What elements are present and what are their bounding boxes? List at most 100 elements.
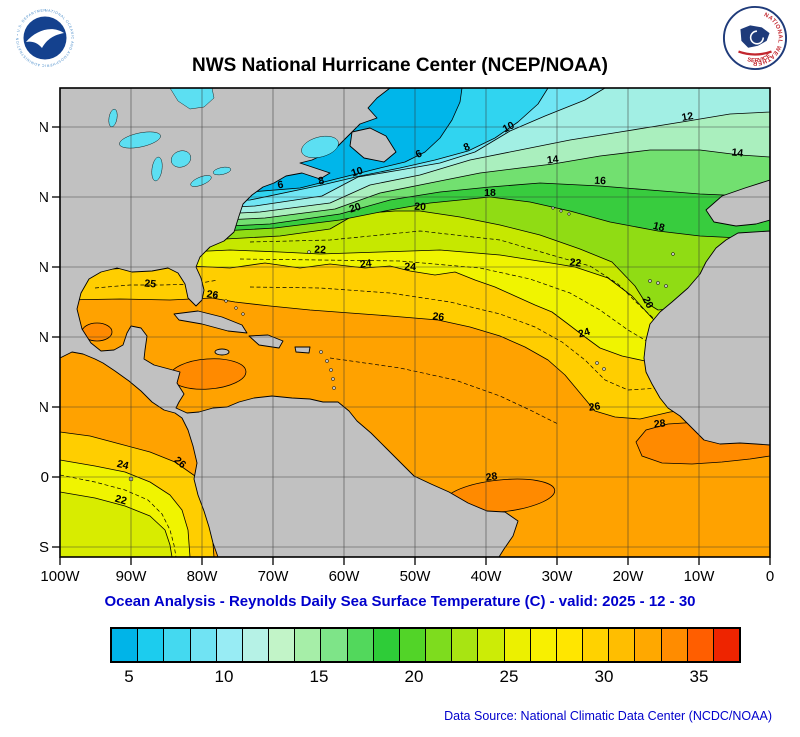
- nws-ring-text-bottom: SERVICE: [747, 53, 773, 64]
- contour-label: 20: [414, 201, 426, 213]
- lat-label: 0: [41, 469, 49, 486]
- lon-label: 60W: [329, 568, 361, 585]
- lakes: [108, 88, 339, 187]
- colorbar-segment: [295, 629, 322, 661]
- colorbar-tick-label: 5: [124, 667, 134, 686]
- gulf-of-st-lawrence: [301, 135, 339, 159]
- latitude-axis: 50N 40N 30N 20N 10N 0 10S: [40, 119, 49, 556]
- contour-label: 10: [350, 165, 365, 180]
- temperature-colorbar: [110, 627, 741, 663]
- colorbar-labels: 5 10 15 20 25 30 35: [110, 667, 737, 693]
- colorbar-segment: [321, 629, 348, 661]
- lat-label: 20N: [40, 329, 49, 346]
- lon-label: 0: [766, 568, 774, 585]
- lon-label: 40W: [471, 568, 503, 585]
- lon-label: 20W: [613, 568, 645, 585]
- contour-label: 18: [484, 187, 496, 199]
- contour-label: 24: [116, 458, 130, 473]
- contour-label: 20: [640, 295, 656, 311]
- colorbar-segment: [269, 629, 296, 661]
- colorbar-segment: [661, 629, 688, 661]
- lon-label: 80W: [187, 568, 219, 585]
- colorbar-tick-label: 30: [594, 667, 614, 686]
- contour-label: 8: [462, 141, 472, 154]
- lon-label: 70W: [258, 568, 290, 585]
- colorbar-segment: [164, 629, 191, 661]
- pacific-cold-tongue: [60, 431, 215, 557]
- hurricane-swirl-icon: [749, 30, 765, 45]
- contour-label: 6: [414, 148, 424, 161]
- landmass: [60, 88, 770, 557]
- contour-label: 26: [588, 400, 601, 414]
- africa-land: [643, 230, 770, 446]
- colorbar-segment: [426, 629, 453, 661]
- colorbar-segment: [373, 629, 400, 661]
- contour-label: 28: [485, 470, 498, 484]
- colorbar-segment: [556, 629, 584, 661]
- data-source-note: Data Source: National Climatic Data Cent…: [444, 709, 772, 723]
- page-title: NWS National Hurricane Center (NCEP/NOAA…: [192, 55, 608, 76]
- lon-label: 90W: [116, 568, 148, 585]
- colorbar-segment: [713, 629, 740, 661]
- map-caption: Ocean Analysis - Reynolds Daily Sea Surf…: [104, 593, 696, 610]
- axis-ticks: [52, 126, 771, 565]
- small-islands: [128, 206, 675, 482]
- colorbar-segment: [242, 629, 270, 661]
- colorbar-tick-label: 10: [214, 667, 234, 686]
- hudson-bay: [169, 88, 215, 110]
- newfoundland-island: [349, 127, 397, 163]
- colorbar-tick-label: 35: [689, 667, 709, 686]
- contour-label: 24: [404, 261, 416, 274]
- colorbar-segment: [399, 629, 427, 661]
- sst-field: 6 8 10 12 14 14 16 18 8 10 6 20 20 18 22 22 24 24 26 26 25 24…: [60, 88, 770, 557]
- lat-label: 10S: [40, 539, 49, 556]
- longitude-axis: 100W 90W 80W 70W 60W 50W 40W 30W 20W 10W 0: [40, 568, 774, 585]
- contour-label: 22: [569, 256, 582, 269]
- lon-label: 30W: [542, 568, 574, 585]
- contour-label: 14: [731, 146, 744, 159]
- contour-label: 12: [681, 110, 695, 124]
- contour-label: 24: [359, 257, 372, 270]
- hispaniola-island: [248, 334, 284, 349]
- lake-michigan: [151, 156, 163, 182]
- noaa-logo: NATIONAL OCEANIC AND ATMOSPHERIC ADMINIS…: [13, 6, 77, 70]
- lake-ontario: [212, 166, 232, 176]
- graticule: [60, 88, 770, 557]
- colorbar-segment: [635, 629, 662, 661]
- nws-red-swoosh: [738, 50, 772, 56]
- colorbar-segment: [504, 629, 531, 661]
- colorbar-tick-label: 15: [309, 667, 329, 686]
- lat-label: 50N: [40, 119, 49, 136]
- colorbar-segment: [112, 629, 139, 661]
- colorbar-segment: [687, 629, 714, 661]
- colorbar-segment: [138, 629, 165, 661]
- sst-map: 6 8 10 12 14 14 16 18 8 10 6 20 20 18 22 22 24 24 26 26 25 24…: [40, 87, 774, 585]
- colorbar-segment: [190, 629, 217, 661]
- contour-label: 25: [144, 278, 157, 291]
- contour-label: 14: [546, 153, 559, 166]
- contour-label: 22: [314, 244, 326, 256]
- colorbar-tick-label: 25: [499, 667, 519, 686]
- contour-label: 24: [577, 326, 592, 341]
- contour-label: 22: [114, 493, 129, 508]
- lon-label: 100W: [40, 568, 80, 585]
- puerto-rico-island: [294, 346, 311, 354]
- contour-label: 16: [594, 175, 606, 187]
- colorbar-segment: [583, 629, 610, 661]
- colorbar-segment: [216, 629, 243, 661]
- lake-huron: [171, 150, 191, 168]
- colorbar-segment: [478, 629, 505, 661]
- contour-label: 8: [317, 175, 326, 188]
- lat-label: 10N: [40, 399, 49, 416]
- contour-label: 26: [206, 288, 219, 302]
- cuba-island: [173, 310, 248, 334]
- contour-label: 6: [277, 179, 285, 192]
- lake-superior: [119, 131, 161, 149]
- noaa-seagull-icon: [26, 29, 64, 49]
- contour-label: 28: [653, 417, 666, 430]
- lon-label: 10W: [684, 568, 716, 585]
- contour-label: 20: [348, 201, 363, 216]
- lake-erie: [190, 175, 212, 187]
- lat-label: 30N: [40, 259, 49, 276]
